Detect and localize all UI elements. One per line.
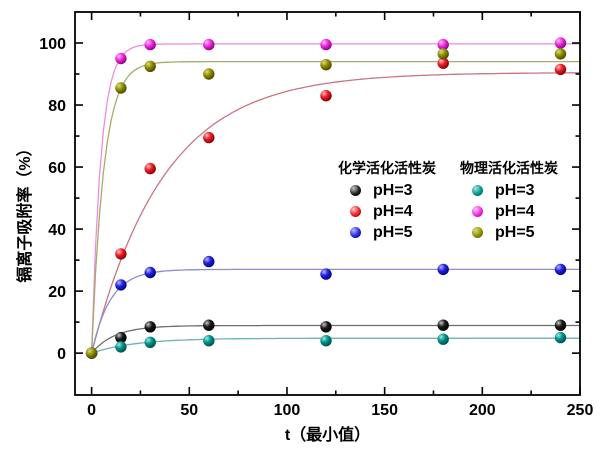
y-tick-label: 40: [48, 222, 66, 239]
data-point-化学活化活性炭-pH=4: [554, 63, 567, 76]
x-tick-label: 0: [87, 402, 96, 419]
data-point-化学活化活性炭-pH=5: [437, 263, 449, 276]
fit-line-3: [91, 337, 580, 354]
data-point-化学活化活性炭-pH=4: [320, 90, 332, 102]
data-point-化学活化活性炭-pH=5: [115, 279, 127, 291]
data-point-物理活化活性炭-pH=4: [203, 38, 215, 51]
data-point-物理活化活性炭-pH=4: [437, 38, 449, 51]
data-point-化学活化活性炭-pH=4: [437, 57, 449, 69]
data-point-化学活化活性炭-pH=3: [115, 331, 127, 344]
data-point-化学活化活性炭-pH=4: [144, 162, 156, 175]
data-point-化学活化活性炭-pH=5: [144, 266, 156, 279]
fit-line-2: [90, 268, 580, 354]
data-point-物理活化活性炭-pH=5: [203, 68, 215, 80]
data-point-物理活化活性炭-pH=3: [554, 331, 567, 344]
data-point-物理活化活性炭-pH=3: [115, 341, 127, 353]
x-axis-title: t（最小值）: [285, 425, 370, 444]
y-axis-title: 镉离子吸附率（%）: [15, 140, 34, 282]
y-tick-label: 0: [57, 346, 66, 363]
data-point-物理活化活性炭-pH=4: [115, 52, 127, 65]
data-point-化学活化活性炭-pH=4: [115, 248, 127, 260]
plot-frame: [74, 11, 581, 396]
fit-line-4: [90, 43, 580, 354]
data-point-化学活化活性炭-pH=5: [320, 268, 332, 280]
data-point-物理活化活性炭-pH=3: [144, 336, 156, 348]
data-point-化学活化活性炭-pH=5: [554, 263, 567, 276]
y-tick-label: 100: [39, 36, 66, 53]
data-point-化学活化活性炭-pH=4: [203, 131, 215, 144]
data-point-物理活化活性炭-pH=4: [144, 38, 156, 51]
data-point-物理活化活性炭-pH=4: [320, 38, 332, 51]
data-point-物理活化活性炭-pH=5: [144, 60, 156, 72]
fit-line-1: [90, 72, 580, 354]
data-point-化学活化活性炭-pH=3: [203, 319, 215, 331]
data-point-物理活化活性炭-pH=5: [437, 48, 449, 60]
data-point-化学活化活性炭-pH=3: [437, 319, 449, 331]
y-tick-label: 80: [48, 98, 66, 115]
y-tick-label: 20: [48, 284, 66, 301]
data-point-物理活化活性炭-pH=5: [115, 82, 127, 94]
data-point-物理活化活性炭-pH=5: [554, 48, 567, 60]
data-point-物理活化活性炭-pH=5: [85, 347, 98, 359]
data-point-物理活化活性炭-pH=3: [320, 335, 332, 347]
data-point-化学活化活性炭-pH=3: [320, 321, 332, 333]
y-tick-label: 60: [48, 160, 66, 177]
data-point-化学活化活性炭-pH=5: [203, 255, 215, 268]
x-tick-label: 100: [274, 402, 301, 419]
data-point-物理活化活性炭-pH=4: [554, 37, 567, 49]
x-tick-label: 50: [180, 402, 198, 419]
fit-line-0: [91, 324, 580, 354]
data-point-物理活化活性炭-pH=3: [203, 335, 215, 347]
x-tick-label: 200: [469, 402, 496, 419]
x-tick-label: 250: [567, 402, 594, 419]
data-point-化学活化活性炭-pH=3: [554, 319, 567, 331]
data-point-化学活化活性炭-pH=3: [144, 321, 156, 333]
data-point-物理活化活性炭-pH=5: [320, 58, 332, 71]
x-tick-label: 150: [371, 402, 398, 419]
data-point-物理活化活性炭-pH=3: [437, 333, 449, 345]
fit-line-5: [90, 60, 580, 354]
